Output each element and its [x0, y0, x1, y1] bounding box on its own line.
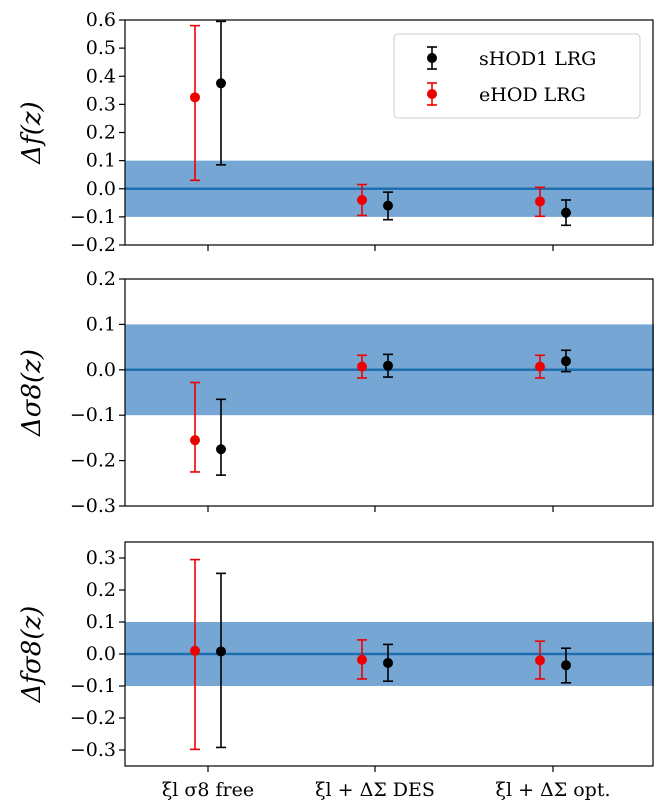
y-tick-label: −0.2	[70, 234, 116, 256]
data-point	[216, 646, 226, 657]
x-category-label: ξl σ8 free	[162, 779, 254, 801]
y-tick-label: 0.0	[86, 643, 116, 665]
y-axis-label: Δσ8(z)	[17, 349, 47, 437]
error-bar-point	[383, 191, 393, 221]
y-tick-label: 0.3	[86, 547, 116, 569]
data-point	[383, 360, 393, 371]
data-point	[216, 78, 226, 89]
y-tick-label: 0.4	[86, 65, 116, 87]
legend: sHOD1 LRG eHOD LRG	[393, 33, 641, 119]
y-tick-label: 0.2	[86, 579, 116, 601]
y-tick-label: −0.2	[70, 450, 116, 472]
legend-label: eHOD LRG	[479, 84, 586, 106]
data-point	[357, 654, 367, 665]
error-bar-point	[357, 639, 367, 680]
data-point	[535, 361, 545, 372]
legend-marker-point	[427, 53, 437, 63]
y-tick-label: 0.0	[86, 178, 116, 200]
panel-3: −0.3 −0.2 −0.1 0.0 0.1 0.2 0.3 Δfσ8(z)	[17, 541, 654, 772]
y-tick-label: −0.2	[70, 707, 116, 729]
error-bar-point	[216, 572, 226, 749]
axes-frame	[124, 19, 654, 246]
legend-marker-point	[427, 89, 437, 99]
error-bar-point	[216, 20, 226, 166]
y-tick-label: 0.2	[86, 268, 116, 290]
legend-entry: eHOD LRG	[427, 82, 586, 106]
data-point	[357, 361, 367, 372]
error-bar-point	[190, 558, 200, 751]
data-point	[383, 657, 393, 668]
legend-box	[393, 33, 641, 119]
y-tick-label: −0.1	[70, 206, 116, 228]
error-bar-point	[190, 381, 200, 473]
error-bar-point	[383, 643, 393, 683]
data-point	[216, 444, 226, 455]
data-point	[561, 356, 571, 367]
y-axis-label: Δf(z)	[17, 101, 47, 164]
error-bar-point	[190, 24, 200, 182]
data-point	[561, 660, 571, 671]
data-point	[190, 435, 200, 446]
panel-2: −0.3 −0.2 −0.1 0.0 0.1 0.2 Δσ8(z)	[17, 268, 654, 517]
legend-label: sHOD1 LRG	[479, 48, 596, 70]
data-point	[190, 645, 200, 656]
data-point	[535, 196, 545, 207]
y-tick-label: 0.0	[86, 359, 116, 381]
panel-1: −0.2 −0.1 0.0 0.1 0.2 0.3 0.4 0.5 0.6 Δf(z)	[17, 9, 654, 256]
error-bar-point	[561, 199, 571, 227]
x-category-label: ξl + ΔΣ opt.	[495, 779, 610, 801]
y-tick-label: 0.1	[86, 611, 116, 633]
legend-entry: sHOD1 LRG	[427, 46, 596, 70]
error-bar-point	[535, 354, 545, 379]
error-bar-point	[216, 398, 226, 476]
y-tick-label: −0.1	[70, 675, 116, 697]
error-bar-point	[561, 647, 571, 684]
y-tick-label: 0.6	[86, 9, 116, 31]
error-bar-point	[535, 640, 545, 680]
error-bar-point	[535, 186, 545, 218]
axes-frame	[124, 278, 654, 507]
y-tick-label: 0.1	[86, 150, 116, 172]
y-tick-label: 0.1	[86, 313, 116, 335]
error-bar-point	[383, 353, 393, 378]
error-bar-point	[357, 354, 367, 379]
data-point	[561, 207, 571, 218]
y-tick-label: 0.2	[86, 122, 116, 144]
x-category-label: ξl + ΔΣ DES	[315, 779, 435, 801]
error-bar-point	[561, 349, 571, 373]
y-tick-label: −0.1	[70, 404, 116, 426]
error-bar-point	[357, 183, 367, 217]
y-tick-label: 0.3	[86, 93, 116, 115]
y-tick-label: 0.5	[86, 37, 116, 59]
y-tick-label: −0.3	[70, 495, 116, 517]
data-point	[383, 200, 393, 211]
axes-frame	[124, 541, 654, 767]
data-point	[357, 195, 367, 205]
y-tick-label: −0.3	[70, 739, 116, 761]
y-axis-label: Δfσ8(z)	[17, 606, 47, 704]
data-point	[535, 655, 545, 666]
data-point	[190, 92, 200, 103]
